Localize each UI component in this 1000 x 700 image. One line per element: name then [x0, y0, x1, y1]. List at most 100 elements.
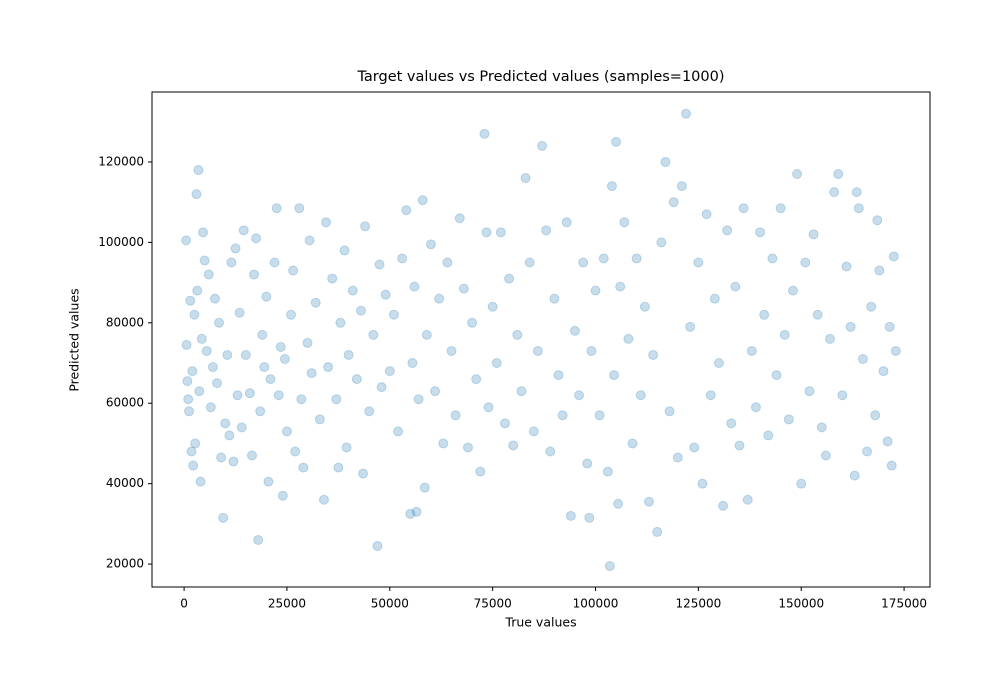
point	[409, 281, 420, 292]
point	[623, 333, 634, 344]
point	[561, 217, 572, 228]
point	[279, 354, 290, 365]
point	[347, 285, 358, 296]
point	[314, 414, 325, 425]
point	[812, 309, 823, 320]
point	[537, 140, 548, 151]
point	[187, 366, 198, 377]
point	[845, 321, 856, 332]
point	[604, 561, 615, 572]
point	[244, 388, 255, 399]
point	[841, 261, 852, 272]
point	[804, 386, 815, 397]
point	[425, 239, 436, 250]
point	[627, 438, 638, 449]
point	[257, 329, 268, 340]
point	[446, 345, 457, 356]
point	[676, 181, 687, 192]
point	[207, 362, 218, 373]
point	[277, 490, 288, 501]
point	[816, 422, 827, 433]
point	[220, 418, 231, 429]
point	[224, 430, 235, 441]
point	[188, 460, 199, 471]
x-tick-label: 25000	[268, 597, 306, 611]
x-axis-label: True values	[504, 615, 576, 630]
point	[512, 329, 523, 340]
point	[792, 169, 803, 180]
point	[884, 321, 895, 332]
point	[230, 243, 241, 254]
point	[201, 345, 212, 356]
point	[483, 402, 494, 413]
point	[304, 235, 315, 246]
point	[713, 358, 724, 369]
point	[298, 462, 309, 473]
point	[261, 291, 272, 302]
point	[528, 426, 539, 437]
x-tick-label: 50000	[371, 597, 409, 611]
point	[341, 442, 352, 453]
point	[615, 281, 626, 292]
point	[820, 450, 831, 461]
point	[407, 358, 418, 369]
point	[288, 265, 299, 276]
point	[709, 293, 720, 304]
point	[192, 285, 203, 296]
point	[833, 169, 844, 180]
point	[866, 301, 877, 312]
point	[417, 195, 428, 206]
point	[874, 265, 885, 276]
point	[454, 213, 465, 224]
point	[306, 368, 317, 379]
point	[388, 309, 399, 320]
point	[549, 293, 560, 304]
point	[253, 534, 264, 545]
point	[578, 257, 589, 268]
point	[635, 390, 646, 401]
point	[870, 410, 881, 421]
point	[631, 253, 642, 264]
point	[553, 370, 564, 381]
point	[203, 269, 214, 280]
point	[467, 317, 478, 328]
point	[656, 237, 667, 248]
point	[738, 203, 749, 214]
point	[565, 510, 576, 521]
point	[639, 301, 650, 312]
point	[584, 512, 595, 523]
point	[771, 370, 782, 381]
point	[668, 197, 679, 208]
point	[228, 456, 239, 467]
point	[393, 426, 404, 437]
point	[783, 414, 794, 425]
point	[358, 468, 369, 479]
point	[504, 273, 515, 284]
point	[462, 442, 473, 453]
point	[234, 307, 245, 318]
point	[755, 227, 766, 238]
point	[664, 406, 675, 417]
point	[438, 438, 449, 449]
x-tick-label: 75000	[474, 597, 512, 611]
point	[372, 540, 383, 551]
y-tick-label: 120000	[98, 154, 144, 168]
point	[586, 345, 597, 356]
point	[487, 301, 498, 312]
point	[182, 376, 193, 387]
point	[734, 440, 745, 451]
x-tick-label: 175000	[881, 597, 927, 611]
point	[857, 354, 868, 365]
point	[401, 205, 412, 216]
point	[862, 446, 873, 457]
point	[273, 390, 284, 401]
point	[405, 508, 416, 519]
point	[310, 297, 321, 308]
point	[779, 329, 790, 340]
point	[216, 452, 227, 463]
point	[796, 478, 807, 489]
point	[193, 165, 204, 176]
y-tick-label: 40000	[106, 476, 144, 490]
point	[214, 317, 225, 328]
point	[886, 460, 897, 471]
